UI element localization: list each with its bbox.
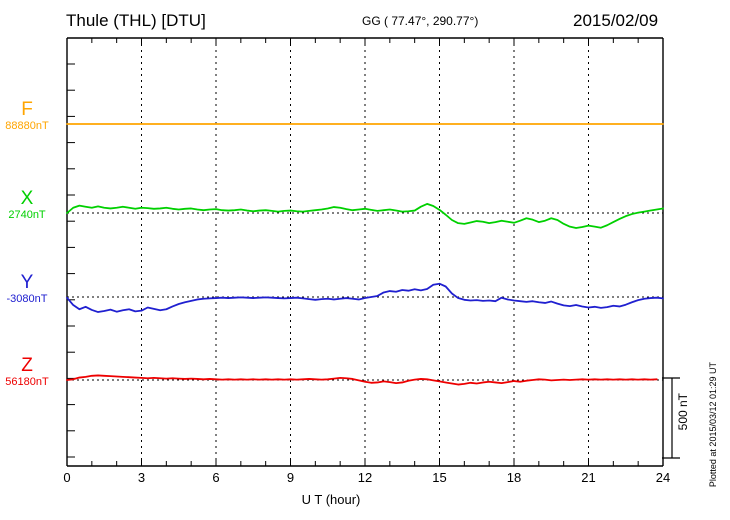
geographic-coordinates: GG ( 77.47°, 290.77°) bbox=[362, 14, 479, 28]
page-title: Thule (THL) [DTU] bbox=[66, 11, 206, 30]
x-tick-label: 3 bbox=[137, 470, 146, 485]
x-tick-label: 21 bbox=[581, 470, 596, 485]
x-tick-label: 0 bbox=[63, 470, 71, 485]
x-tick-label: 6 bbox=[212, 470, 220, 485]
plot-frame bbox=[66, 37, 664, 467]
trace-Y bbox=[66, 282, 664, 313]
component-baseline-value: 56180nT bbox=[5, 376, 49, 388]
x-axis-title: U T (hour) bbox=[301, 492, 361, 507]
component-name: X bbox=[20, 188, 34, 209]
component-label-Z: Z 56180nT bbox=[0, 356, 62, 389]
component-baseline-value: 2740nT bbox=[8, 209, 46, 221]
component-name: Z bbox=[21, 355, 33, 376]
component-baseline-value: 88880nT bbox=[5, 120, 49, 132]
scale-bar-label: 500 nT bbox=[676, 393, 690, 431]
x-tick-label: 15 bbox=[432, 470, 447, 485]
plotted-timestamp: Plotted at 2015/03/12 01:29 UT bbox=[708, 362, 718, 488]
component-label-X: X 2740nT bbox=[0, 189, 62, 222]
x-tick-label: 9 bbox=[286, 470, 295, 485]
component-label-Y: Y -3080nT bbox=[0, 273, 62, 306]
component-name: F bbox=[21, 99, 33, 120]
component-name: Y bbox=[20, 272, 34, 293]
x-tick-label: 12 bbox=[357, 470, 373, 485]
component-baseline-value: -3080nT bbox=[6, 293, 48, 305]
trace-Z bbox=[66, 374, 658, 386]
component-label-F: F 88880nT bbox=[0, 100, 62, 133]
x-tick-label: 24 bbox=[655, 470, 671, 485]
x-tick-label: 18 bbox=[506, 470, 522, 485]
observation-date: 2015/02/09 bbox=[573, 11, 659, 30]
trace-X bbox=[66, 203, 664, 229]
